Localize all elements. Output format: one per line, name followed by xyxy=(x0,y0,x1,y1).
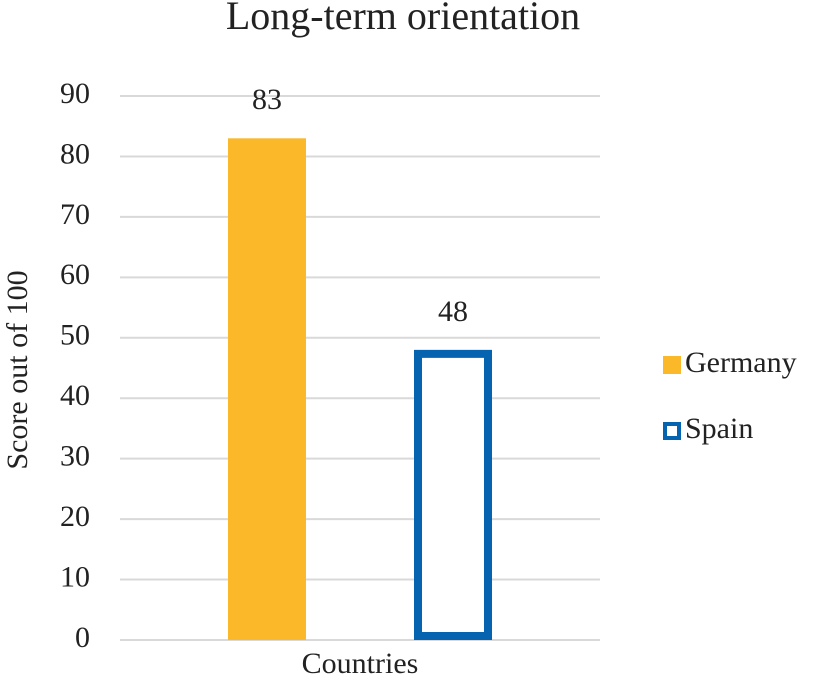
legend-label: Spain xyxy=(685,412,753,445)
data-label: 48 xyxy=(438,295,468,328)
x-axis-label: Countries xyxy=(302,647,419,680)
y-tick-label: 30 xyxy=(60,440,90,473)
chart-title: Long-term orientation xyxy=(226,0,580,38)
bar xyxy=(228,138,306,641)
legend-swatch xyxy=(663,422,681,440)
y-tick-label: 80 xyxy=(60,137,90,170)
bar xyxy=(414,349,492,640)
y-tick-label: 10 xyxy=(60,560,90,593)
legend-label: Germany xyxy=(685,346,797,379)
y-tick-label: 50 xyxy=(60,319,90,352)
y-tick-label: 20 xyxy=(60,500,90,533)
legend-swatch xyxy=(663,356,681,374)
y-tick-label: 90 xyxy=(60,77,90,110)
y-tick-label: 40 xyxy=(60,379,90,412)
data-label: 83 xyxy=(252,83,282,116)
y-tick-label: 70 xyxy=(60,198,90,231)
y-tick-label: 60 xyxy=(60,258,90,291)
y-tick-label: 0 xyxy=(75,621,90,654)
y-axis-label: Score out of 100 xyxy=(1,270,34,469)
